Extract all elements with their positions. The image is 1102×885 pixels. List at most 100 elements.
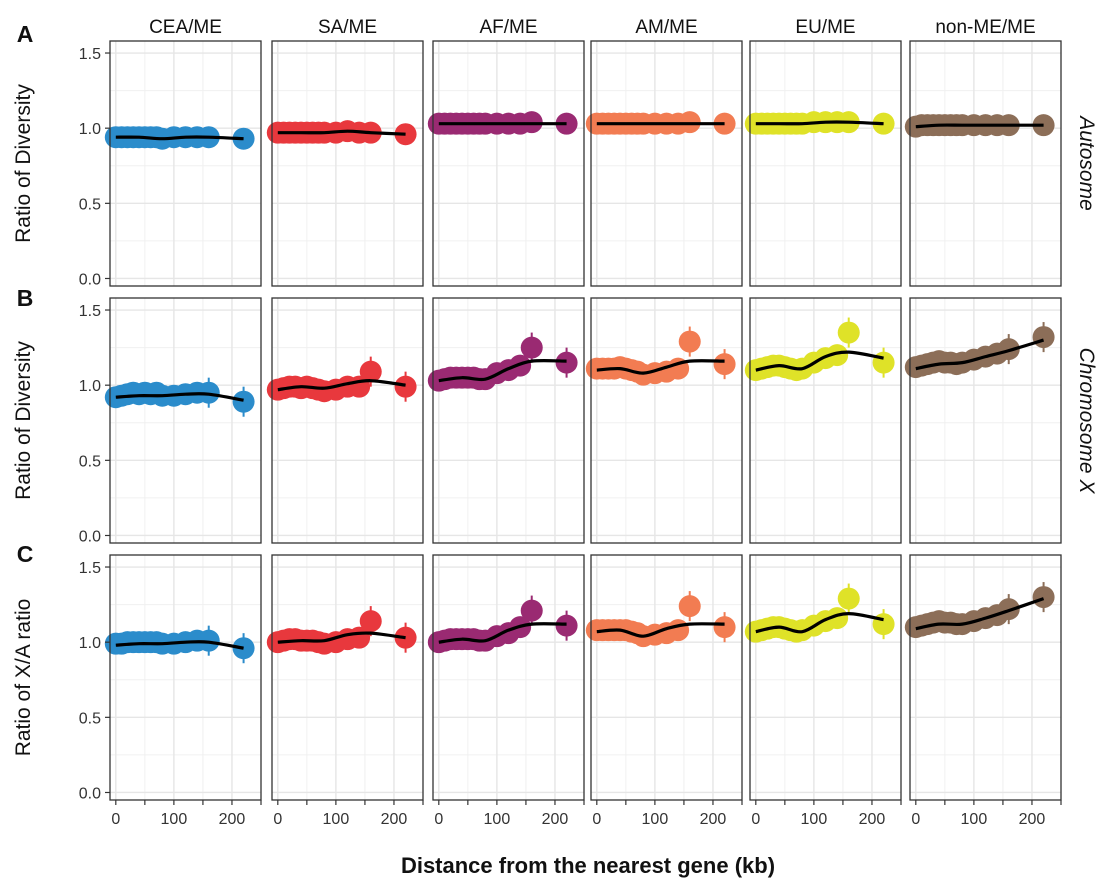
smooth-trend-line: [596, 622, 725, 638]
y-tick-label: 0.5: [79, 710, 101, 727]
x-tick-label: 100: [961, 811, 988, 828]
panel-letter-c: C: [17, 541, 34, 567]
panel-border: [749, 297, 902, 544]
data-point: [678, 595, 701, 618]
data-point: [520, 599, 543, 622]
column-strip-label: AF/ME: [479, 17, 537, 38]
panel-border: [271, 297, 424, 544]
facet-panel: 0.0 0.5 1.0 1.5: [79, 40, 262, 288]
panel-letter-b: B: [17, 285, 34, 311]
facet-panel: 0 100 200: [266, 554, 424, 828]
smooth-trend-line: [755, 612, 884, 634]
y-tick-label: 0.0: [79, 271, 101, 288]
x-tick-label: 0: [592, 811, 601, 828]
x-tick-label: 200: [219, 811, 246, 828]
data-point: [826, 344, 849, 367]
panel-border: [909, 40, 1062, 287]
panel-border: [109, 40, 262, 287]
smooth-trend-line: [915, 338, 1045, 371]
x-tick-label: 200: [700, 811, 727, 828]
y-tick-label: 1.0: [79, 378, 101, 395]
facet-panel: 0 100 200: [744, 554, 902, 828]
panel-border: [109, 297, 262, 544]
x-tick-label: 0: [434, 811, 443, 828]
facet-panel: [744, 40, 902, 287]
x-tick-label: 200: [1019, 811, 1046, 828]
x-axis-title: Distance from the nearest gene (kb): [401, 853, 775, 878]
x-tick-label: 200: [859, 811, 886, 828]
y-tick-label: 1.5: [79, 303, 101, 320]
panel-border: [749, 40, 902, 287]
panel-border: [909, 554, 1062, 801]
data-point: [394, 375, 417, 398]
x-tick-label: 200: [381, 811, 408, 828]
smooth-trend-line: [438, 622, 567, 644]
facet-panel: [904, 297, 1062, 544]
column-strip-label: CEA/ME: [149, 17, 222, 38]
y-tick-label: 0.0: [79, 528, 101, 545]
facet-panel: [427, 297, 585, 544]
smooth-trend-line: [755, 120, 884, 126]
x-tick-label: 200: [542, 811, 569, 828]
smooth-trend-line: [277, 631, 406, 644]
panel-border: [590, 40, 743, 287]
x-tick-label: 100: [323, 811, 350, 828]
panel-border: [271, 554, 424, 801]
facet-panel: [427, 40, 585, 287]
data-point: [837, 321, 860, 344]
panel-border: [909, 297, 1062, 544]
data-point: [667, 619, 690, 642]
x-tick-label: 0: [911, 811, 920, 828]
y-tick-label: 0.0: [79, 785, 101, 802]
smooth-trend-line: [115, 640, 244, 650]
facet-panel: [744, 297, 902, 544]
x-tick-label: 0: [111, 811, 120, 828]
panel-border: [271, 40, 424, 287]
data-point: [359, 610, 382, 633]
smooth-trend-line: [915, 123, 1044, 129]
data-point: [713, 353, 736, 376]
row-strip-label: Autosome: [1075, 114, 1098, 211]
facet-panel: 0.0 0.5 1.0 1.5 0 100 200: [79, 554, 262, 828]
panel-border: [749, 554, 902, 801]
data-point: [678, 330, 701, 353]
smooth-trend-line: [438, 358, 567, 383]
x-tick-label: 100: [801, 811, 828, 828]
y-tick-label: 1.0: [79, 635, 101, 652]
column-strip-label: AM/ME: [635, 17, 697, 38]
smooth-trend-line: [915, 597, 1045, 631]
panel-border: [432, 554, 585, 801]
data-point: [1032, 326, 1055, 349]
data-point: [359, 360, 382, 383]
x-tick-label: 100: [484, 811, 511, 828]
facet-panel: 0.0 0.5 1.0 1.5: [79, 297, 262, 545]
y-tick-label: 1.0: [79, 121, 101, 138]
y-tick-label: 0.5: [79, 453, 101, 470]
smooth-trend-line: [115, 392, 244, 402]
smooth-trend-line: [277, 129, 406, 136]
panel-border: [590, 297, 743, 544]
facet-panel: [585, 40, 743, 287]
column-strip-label: EU/ME: [795, 17, 855, 38]
x-tick-label: 100: [642, 811, 669, 828]
row-y-axis-label: Ratio of Diversity: [12, 341, 35, 500]
smooth-trend-line: [755, 350, 884, 372]
panel-letter-a: A: [17, 21, 34, 47]
column-strip-label: SA/ME: [318, 17, 377, 38]
data-point: [520, 336, 543, 359]
y-tick-label: 1.5: [79, 46, 101, 63]
smooth-trend-line: [596, 359, 725, 375]
data-point: [713, 616, 736, 639]
smooth-trend-line: [277, 379, 406, 392]
data-point: [1032, 586, 1055, 609]
panel-border: [590, 554, 743, 801]
facet-panel: 0 100 200: [585, 554, 743, 828]
facet-panel: 0 100 200: [904, 554, 1062, 828]
panel-border: [109, 554, 262, 801]
row-strip-label: Chromosome X: [1075, 348, 1098, 495]
facet-panel: [266, 40, 424, 287]
panel-border: [432, 297, 585, 544]
y-tick-label: 1.5: [79, 560, 101, 577]
